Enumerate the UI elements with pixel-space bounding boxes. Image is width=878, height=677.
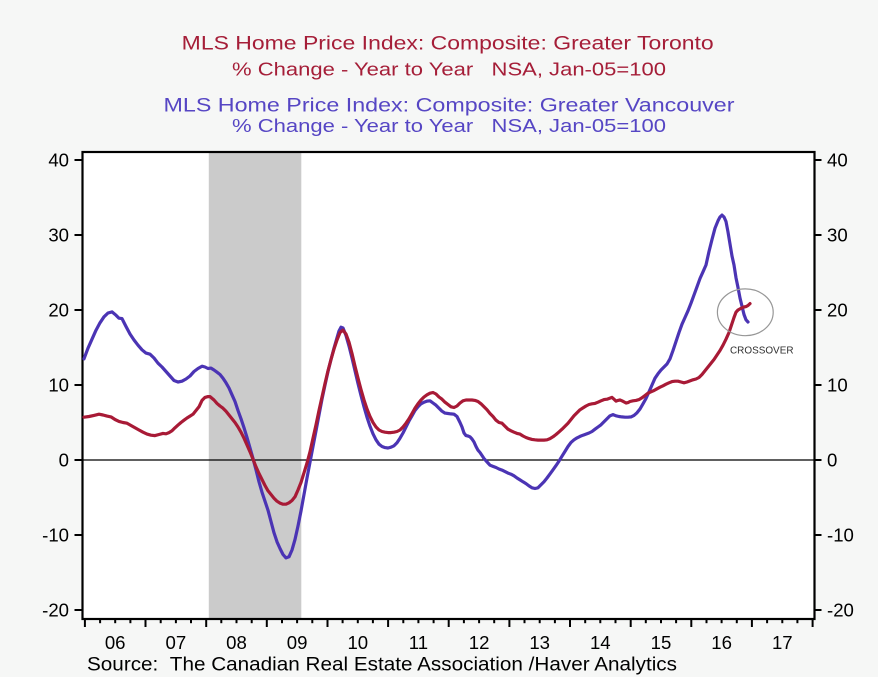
svg-text:20: 20 bbox=[827, 300, 848, 321]
svg-text:CROSSOVER: CROSSOVER bbox=[730, 346, 794, 357]
svg-text:13: 13 bbox=[529, 632, 550, 653]
svg-text:16: 16 bbox=[711, 632, 732, 653]
svg-text:10: 10 bbox=[48, 375, 69, 396]
svg-text:-10: -10 bbox=[827, 525, 854, 546]
svg-text:-20: -20 bbox=[42, 600, 69, 621]
svg-text:40: 40 bbox=[48, 150, 69, 171]
svg-text:11: 11 bbox=[409, 632, 428, 653]
svg-text:20: 20 bbox=[48, 300, 69, 321]
svg-text:06: 06 bbox=[105, 632, 126, 653]
svg-text:14: 14 bbox=[590, 632, 611, 653]
svg-text:09: 09 bbox=[287, 632, 308, 653]
svg-text:MLS Home Price Index: Composit: MLS Home Price Index: Composite: Greater… bbox=[164, 95, 736, 117]
svg-text:MLS Home Price Index: Composit: MLS Home Price Index: Composite: Greater… bbox=[182, 33, 714, 55]
svg-text:30: 30 bbox=[48, 225, 69, 246]
svg-text:% Change - Year to Year NSA,: % Change - Year to Year NSA, Jan-05=100 bbox=[232, 60, 666, 80]
svg-text:10: 10 bbox=[827, 375, 848, 396]
svg-text:10: 10 bbox=[347, 632, 368, 653]
svg-text:0: 0 bbox=[827, 450, 837, 471]
svg-text:Source: The Canadian Real Est: Source: The Canadian Real Estate Associa… bbox=[87, 655, 677, 676]
svg-text:30: 30 bbox=[827, 225, 848, 246]
svg-text:15: 15 bbox=[651, 632, 672, 653]
svg-text:% Change - Year to Year NSA,: % Change - Year to Year NSA, Jan-05=100 bbox=[232, 116, 666, 136]
svg-text:-10: -10 bbox=[42, 525, 69, 546]
svg-text:40: 40 bbox=[827, 150, 848, 171]
svg-text:07: 07 bbox=[166, 632, 187, 653]
svg-text:12: 12 bbox=[469, 632, 490, 653]
svg-text:08: 08 bbox=[226, 632, 247, 653]
svg-text:-20: -20 bbox=[827, 600, 854, 621]
svg-text:0: 0 bbox=[59, 450, 69, 471]
svg-text:17: 17 bbox=[772, 632, 793, 653]
